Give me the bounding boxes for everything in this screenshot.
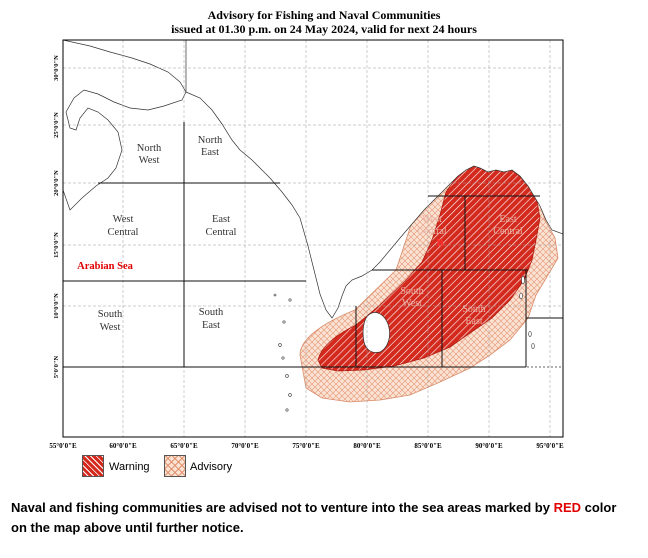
lon-tick-55: 55°0'0"E (49, 442, 77, 450)
lon-tick-60: 60°0'0"E (109, 442, 137, 450)
label-north-west-2: West (139, 155, 160, 166)
advisory-note: Naval and fishing communities are advise… (11, 498, 631, 538)
lon-tick-95: 95°0'0"E (536, 442, 564, 450)
lat-tick-25: 25°0'0"N (53, 112, 60, 138)
lon-tick-80: 80°0'0"E (353, 442, 381, 450)
label-bay-south-west-1: South (400, 286, 423, 297)
label-bay-letter: B (436, 238, 443, 249)
lon-tick-75: 75°0'0"E (292, 442, 320, 450)
lat-tick-20: 20°0'0"N (53, 170, 60, 196)
legend-advisory-label: Advisory (190, 461, 233, 473)
advisory-map: North West North East West Central East … (49, 39, 564, 450)
label-bay-east-central-1: East (499, 214, 516, 225)
coordinate-grid (63, 40, 563, 437)
note-red-word: RED (553, 500, 582, 515)
map-title: Advisory for Fishing and Naval Communiti… (207, 8, 441, 22)
lon-tick-90: 90°0'0"E (475, 442, 503, 450)
andaman-islands (519, 275, 535, 349)
label-north-east-2: East (201, 147, 219, 158)
label-bay-south-west-2: West (402, 298, 422, 309)
lat-tick-5: 5°0'0"N (53, 355, 60, 378)
label-north-west-1: North (137, 143, 162, 154)
lon-tick-65: 65°0'0"E (170, 442, 198, 450)
label-bay-south-east-1: South (462, 304, 485, 315)
label-bay-west-central-1: West (422, 214, 442, 225)
note-text-before: Naval and fishing communities are advise… (11, 500, 554, 515)
label-bay-south-east-2: East (465, 316, 482, 327)
bay-of-bengal-boundaries (355, 195, 563, 368)
label-south-east-2: East (202, 320, 220, 331)
label-west-central-1: West (113, 214, 134, 225)
label-east-central-2: Central (206, 227, 237, 238)
lat-tick-15: 15°0'0"N (53, 232, 60, 258)
label-bay-east-central-2: Central (493, 226, 523, 237)
label-east-central-1: East (212, 214, 230, 225)
arabian-sea-boundaries (63, 122, 356, 368)
legend-warning-swatch (82, 455, 104, 477)
legend-warning-label: Warning (109, 461, 150, 473)
legend-advisory-swatch (164, 455, 186, 477)
map-border (62, 39, 564, 438)
maldives-islands (273, 293, 292, 412)
label-north-east-1: North (198, 135, 223, 146)
note-text-after: color on the map above until further not… (11, 500, 617, 535)
label-south-west-1: South (98, 309, 123, 320)
arabia-landmass (63, 40, 187, 211)
map-subtitle: issued at 01.30 p.m. on 24 May 2024, val… (171, 22, 477, 36)
lat-tick-30: 30°0'0"N (53, 55, 60, 81)
lon-tick-70: 70°0'0"E (231, 442, 259, 450)
lon-tick-85: 85°0'0"E (414, 442, 442, 450)
lat-tick-10: 10°0'0"N (53, 293, 60, 319)
label-south-east-1: South (199, 307, 224, 318)
label-arabian-sea: Arabian Sea (77, 261, 133, 272)
label-west-central-2: Central (108, 227, 139, 238)
label-bay-west-central-2: Central (417, 226, 447, 237)
label-south-west-2: West (100, 322, 121, 333)
sri-lanka-landmass (362, 312, 390, 353)
